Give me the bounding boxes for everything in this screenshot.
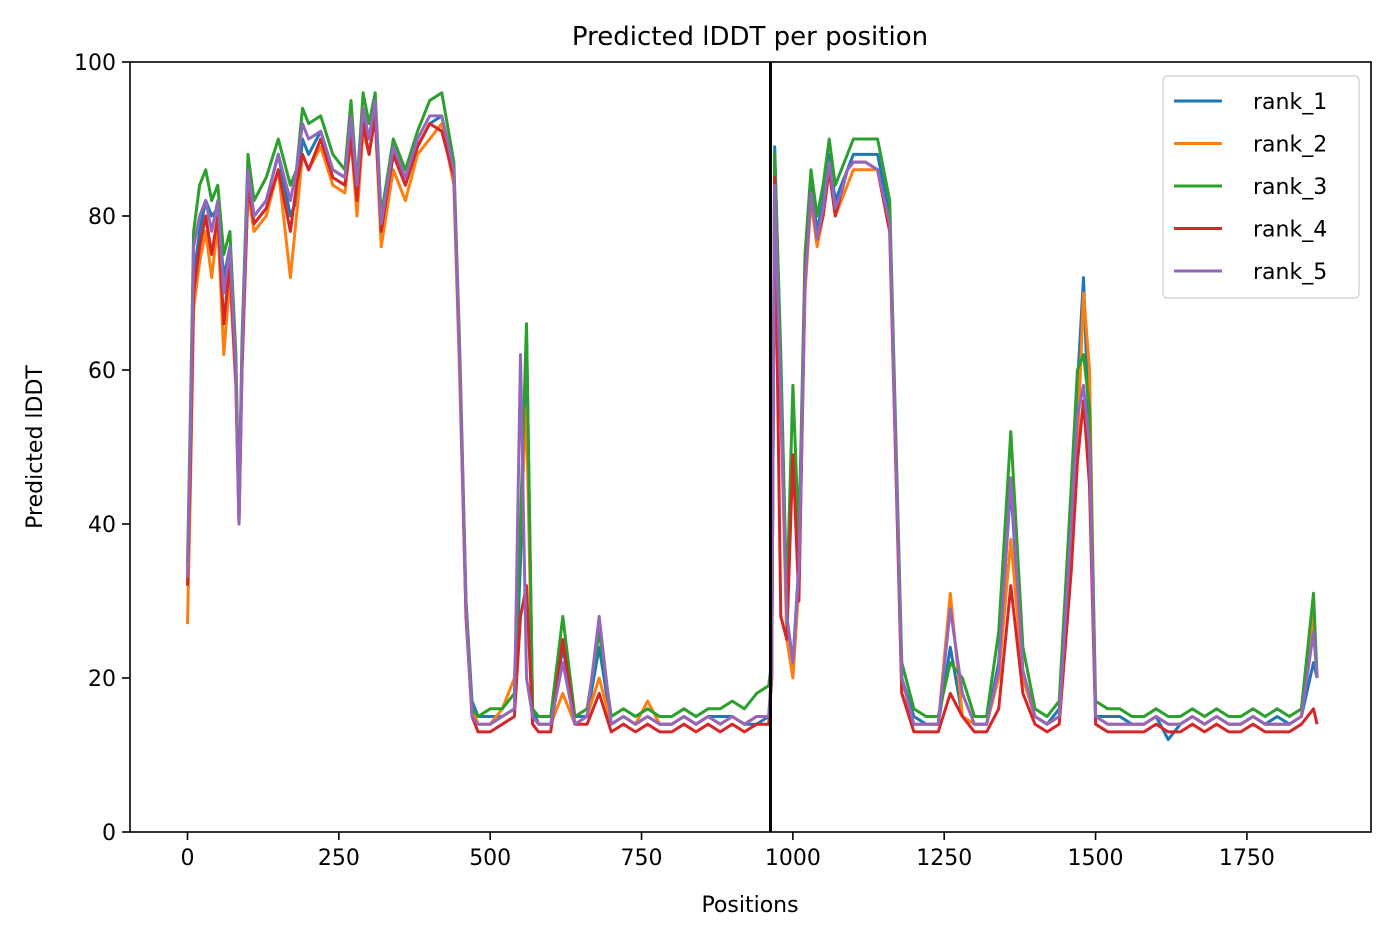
x-axis-label: Positions [701,893,798,918]
legend: rank_1 rank_2 rank_3 rank_4 rank_5 [1162,75,1360,299]
y-tick-label: 40 [88,513,116,538]
x-axis: 0 250 500 750 1000 1250 1500 1750 [181,832,1275,871]
series-layer [186,91,1319,742]
legend-box [1162,75,1360,299]
y-tick-label: 0 [102,821,116,846]
x-tick-label: 750 [621,846,663,871]
series-line-rank_3 [186,91,1319,718]
legend-label-rank_3: rank_3 [1253,175,1327,200]
y-axis: 0 20 40 60 80 100 [74,51,130,846]
y-tick-label: 80 [88,205,116,230]
chart-title: Predicted lDDT per position [572,22,928,52]
legend-label-rank_4: rank_4 [1253,218,1327,243]
x-tick-label: 1500 [1068,846,1124,871]
y-tick-label: 100 [74,51,116,76]
x-tick-label: 250 [318,846,360,871]
x-tick-label: 1750 [1219,846,1275,871]
x-tick-label: 0 [181,846,195,871]
x-tick-label: 1250 [916,846,972,871]
x-tick-label: 1000 [765,846,821,871]
y-tick-label: 20 [88,667,116,692]
legend-label-rank_2: rank_2 [1253,133,1327,158]
y-axis-label: Predicted lDDT [23,365,48,529]
x-tick-label: 500 [469,846,511,871]
plot-frame [129,61,1372,833]
series-line-rank_5 [186,99,1319,726]
legend-label-rank_1: rank_1 [1253,90,1327,115]
legend-label-rank_5: rank_5 [1253,260,1327,285]
y-tick-label: 60 [88,359,116,384]
